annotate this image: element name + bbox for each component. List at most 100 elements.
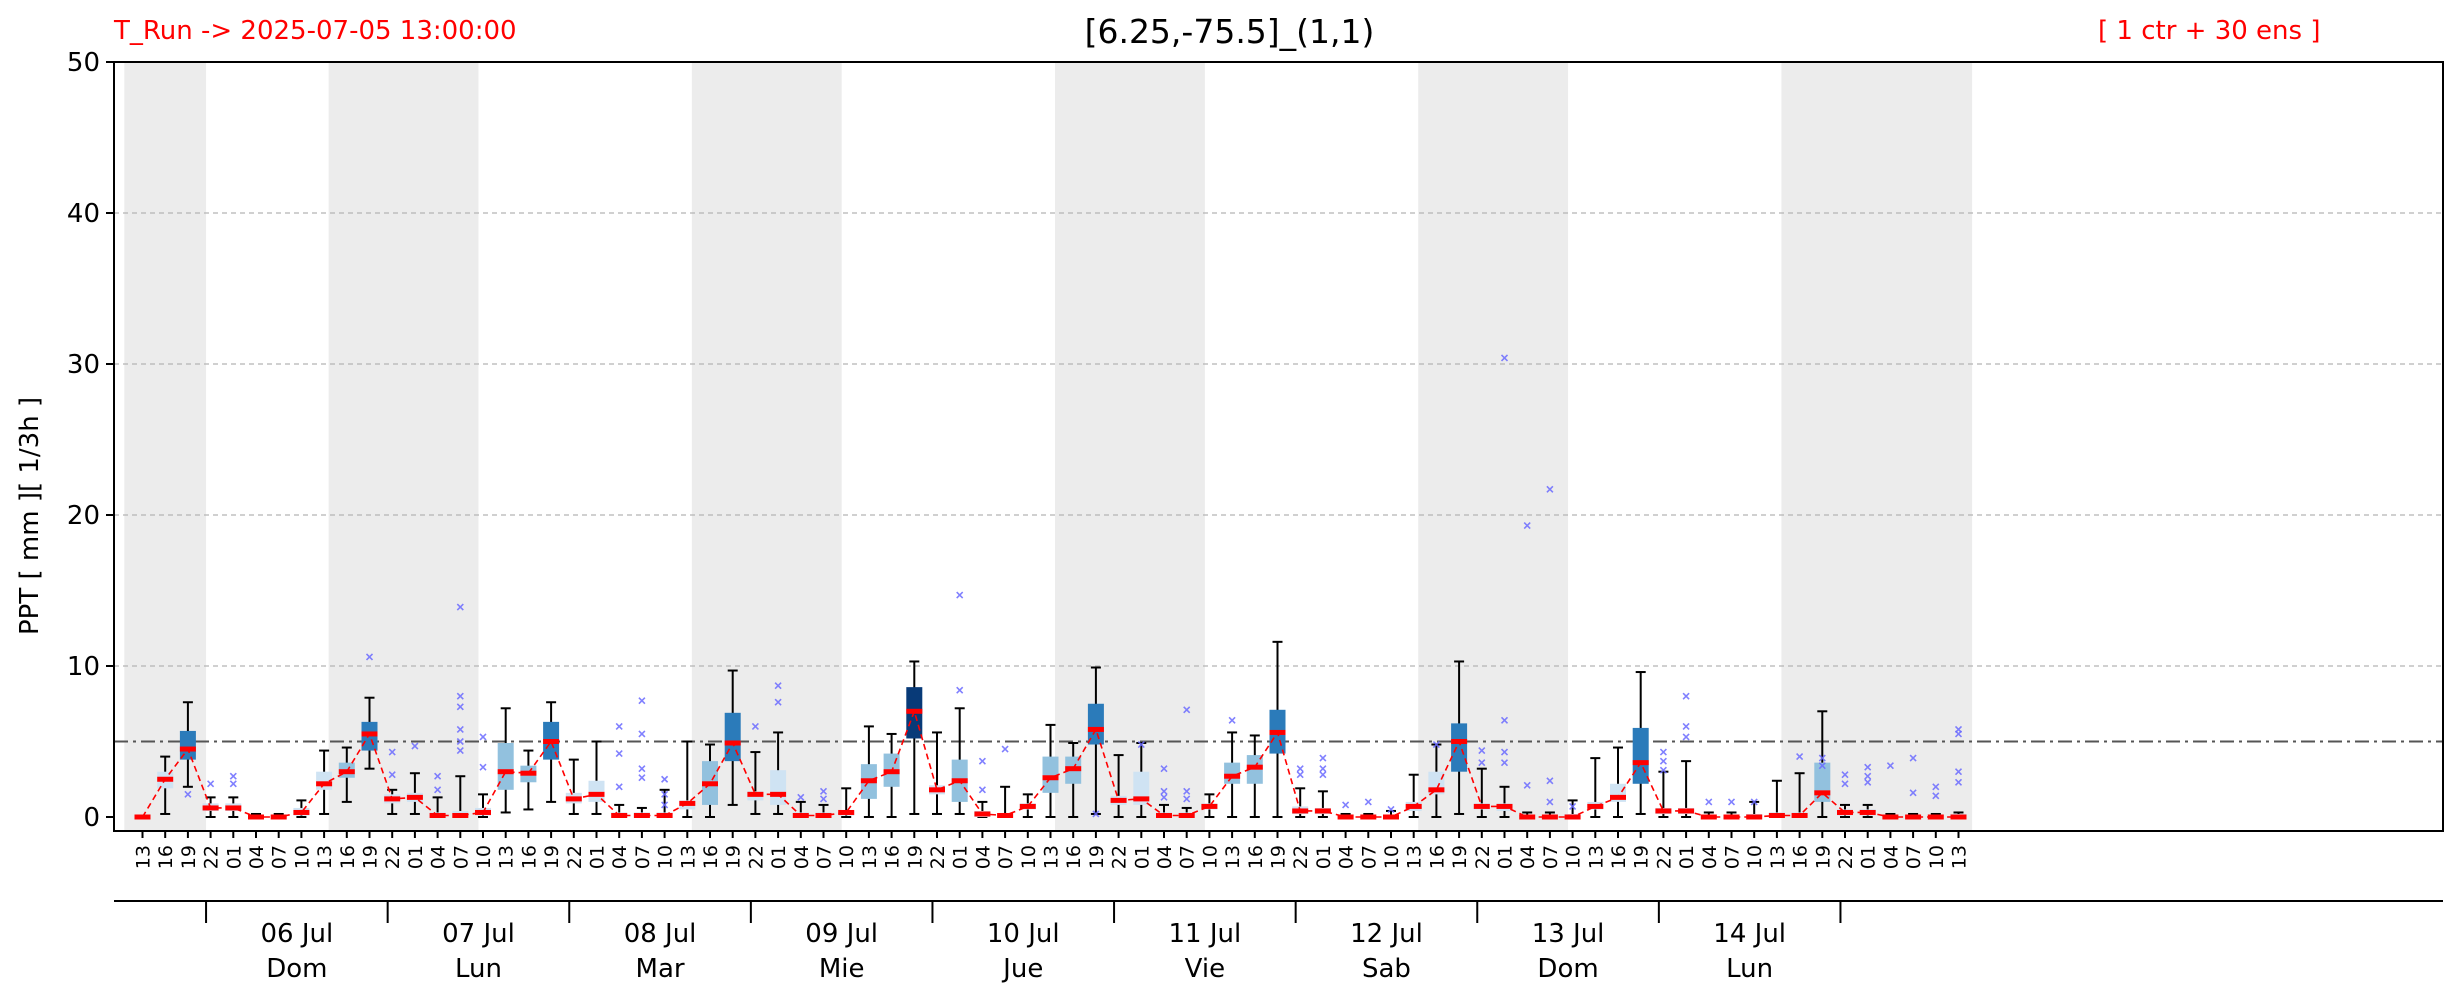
median-marker: [1292, 808, 1309, 814]
median-marker: [747, 791, 764, 797]
x-tick-label: 16: [1790, 845, 1812, 869]
x-tick-label: 13: [1767, 845, 1789, 869]
x-tick-label: 10: [1199, 845, 1221, 869]
median-marker: [1428, 787, 1445, 793]
outlier-point: [1319, 754, 1327, 762]
x-tick-label: 07: [1358, 845, 1380, 869]
outlier-point: [365, 653, 374, 661]
x-tick-label: 10: [1381, 845, 1403, 869]
median-marker: [724, 740, 741, 746]
outlier-point: [774, 682, 782, 690]
day-date-label: 12 Jul: [1350, 919, 1423, 949]
median-marker: [361, 731, 378, 737]
day-date-label: 09 Jul: [805, 919, 878, 949]
x-tick-label: 07: [1540, 845, 1562, 869]
x-tick-label: 10: [1563, 845, 1585, 869]
x-tick-label: 04: [609, 845, 631, 869]
median-marker: [520, 770, 537, 776]
run-time-label: T_Run -> 2025-07-05 13:00:00: [114, 16, 517, 46]
median-marker: [475, 809, 491, 815]
night-shade-band: [1418, 62, 1569, 831]
median-marker: [134, 814, 151, 820]
median-marker: [338, 769, 355, 775]
outlier-point: [229, 772, 237, 780]
outlier-point: [456, 737, 464, 746]
outlier-point: [1796, 753, 1804, 761]
outlier-point: [1682, 733, 1690, 741]
x-tick-label: 16: [1426, 845, 1448, 869]
median-marker: [1746, 814, 1763, 820]
iqr-box: [1087, 703, 1104, 745]
outlier-point: [751, 722, 759, 730]
x-tick-label: 10: [291, 845, 313, 869]
x-tick-label: 19: [1812, 845, 1834, 869]
median-marker: [838, 809, 855, 815]
outlier-point: [1478, 759, 1486, 767]
outlier-point: [661, 801, 669, 809]
x-tick-label: 22: [1290, 845, 1312, 869]
x-tick-label: 01: [405, 845, 427, 869]
outlier-point: [1160, 765, 1168, 773]
x-tick-label: 04: [1154, 845, 1176, 869]
outlier-point: [638, 697, 646, 705]
median-marker: [157, 776, 174, 782]
median-marker: [974, 811, 991, 817]
outlier-point: [207, 780, 215, 788]
median-marker: [1065, 766, 1082, 772]
outlier-point: [388, 748, 396, 756]
chart-title: [6.25,-75.5]_(1,1): [1084, 12, 1375, 51]
day-date-label: 06 Jul: [261, 919, 334, 949]
x-tick-label: 13: [677, 845, 699, 869]
median-marker: [883, 769, 900, 775]
median-marker: [384, 796, 401, 802]
x-tick-label: 01: [1495, 845, 1517, 869]
y-tick-label: 20: [67, 501, 100, 531]
median-marker: [1927, 814, 1944, 820]
y-tick-label: 10: [67, 652, 100, 682]
outlier-point: [819, 787, 828, 795]
median-marker: [1314, 808, 1331, 814]
outlier-point: [661, 775, 669, 783]
outlier-point: [1432, 740, 1440, 749]
median-marker: [1360, 814, 1377, 820]
x-tick-label: 16: [882, 845, 904, 869]
outlier-point: [1659, 766, 1667, 774]
median-marker: [429, 812, 446, 818]
outlier-point: [1228, 716, 1236, 724]
x-tick-label: 07: [1903, 845, 1925, 869]
median-marker: [1791, 812, 1808, 818]
x-tick-label: 13: [859, 845, 881, 869]
median-marker: [997, 812, 1014, 818]
x-tick-label: 22: [382, 845, 404, 869]
outlier-point: [615, 750, 623, 758]
x-tick-label: 16: [518, 845, 540, 869]
x-tick-label: 10: [1926, 845, 1948, 869]
x-tick-label: 13: [1404, 845, 1426, 869]
day-weekday-label: Mie: [819, 954, 865, 984]
median-marker: [792, 812, 809, 818]
median-marker: [1337, 814, 1354, 820]
median-marker: [1451, 739, 1468, 744]
x-tick-label: 13: [1041, 845, 1063, 869]
outlier-point: [638, 774, 646, 782]
x-tick-label: 22: [927, 845, 949, 869]
outlier-point: [1364, 798, 1372, 806]
outlier-point: [774, 698, 782, 706]
x-tick-label: 01: [768, 845, 790, 869]
median-marker: [1723, 814, 1740, 820]
outlier-point: [1342, 801, 1350, 809]
y-tick-label: 50: [67, 48, 100, 78]
median-marker: [202, 805, 219, 811]
outlier-point: [434, 786, 442, 794]
x-tick-label: 16: [155, 845, 177, 869]
x-tick-label: 07: [814, 845, 836, 869]
outlier-point: [1137, 740, 1145, 749]
median-marker: [1837, 809, 1853, 815]
x-tick-label: 07: [1177, 845, 1199, 869]
median-marker: [1882, 814, 1899, 820]
outlier-point: [184, 790, 192, 798]
median-marker: [1950, 814, 1967, 820]
median-marker: [1110, 797, 1127, 803]
outlier-point: [1841, 771, 1849, 779]
